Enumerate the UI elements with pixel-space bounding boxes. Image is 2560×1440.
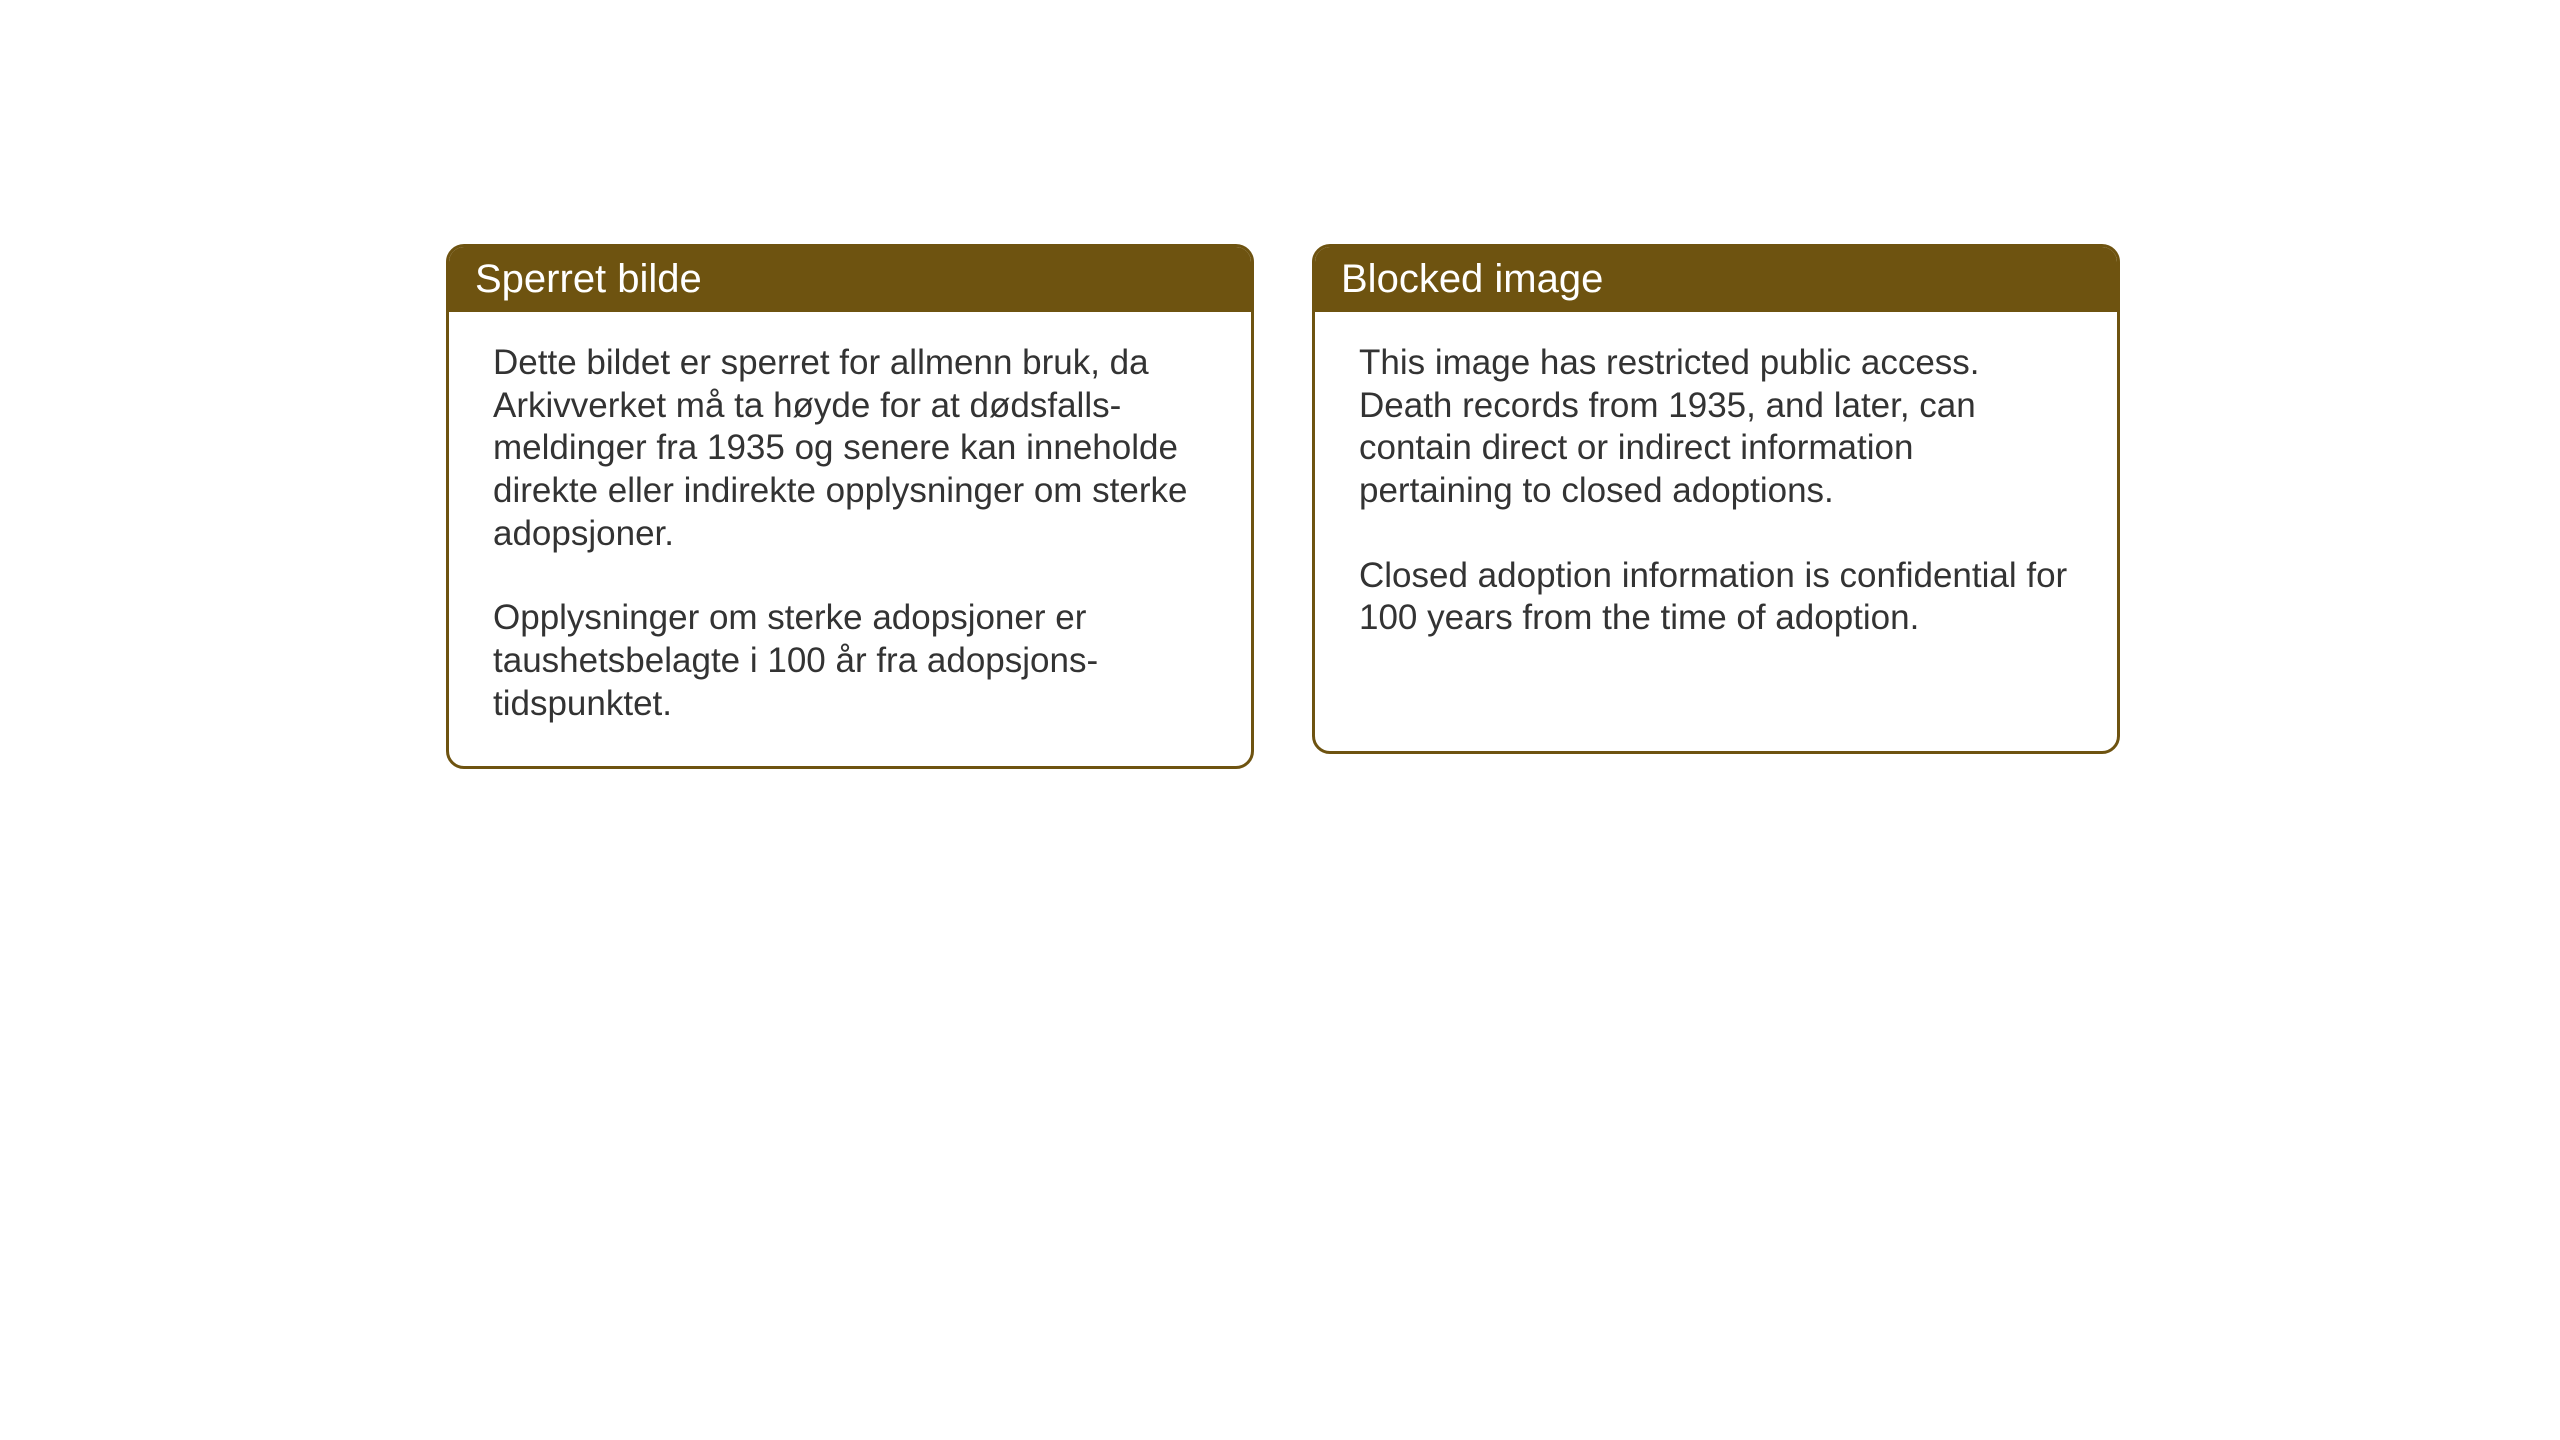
english-notice-card: Blocked image This image has restricted … [1312, 244, 2120, 754]
norwegian-card-body: Dette bildet er sperret for allmenn bruk… [449, 312, 1251, 766]
norwegian-notice-card: Sperret bilde Dette bildet er sperret fo… [446, 244, 1254, 769]
english-card-body: This image has restricted public access.… [1315, 312, 2117, 680]
norwegian-card-title: Sperret bilde [449, 247, 1251, 312]
english-paragraph-2: Closed adoption information is confident… [1359, 555, 2073, 640]
english-card-title: Blocked image [1315, 247, 2117, 312]
english-paragraph-1: This image has restricted public access.… [1359, 342, 2073, 513]
norwegian-paragraph-2: Opplysninger om sterke adopsjoner er tau… [493, 597, 1207, 725]
norwegian-paragraph-1: Dette bildet er sperret for allmenn bruk… [493, 342, 1207, 555]
notice-cards-container: Sperret bilde Dette bildet er sperret fo… [446, 244, 2120, 769]
